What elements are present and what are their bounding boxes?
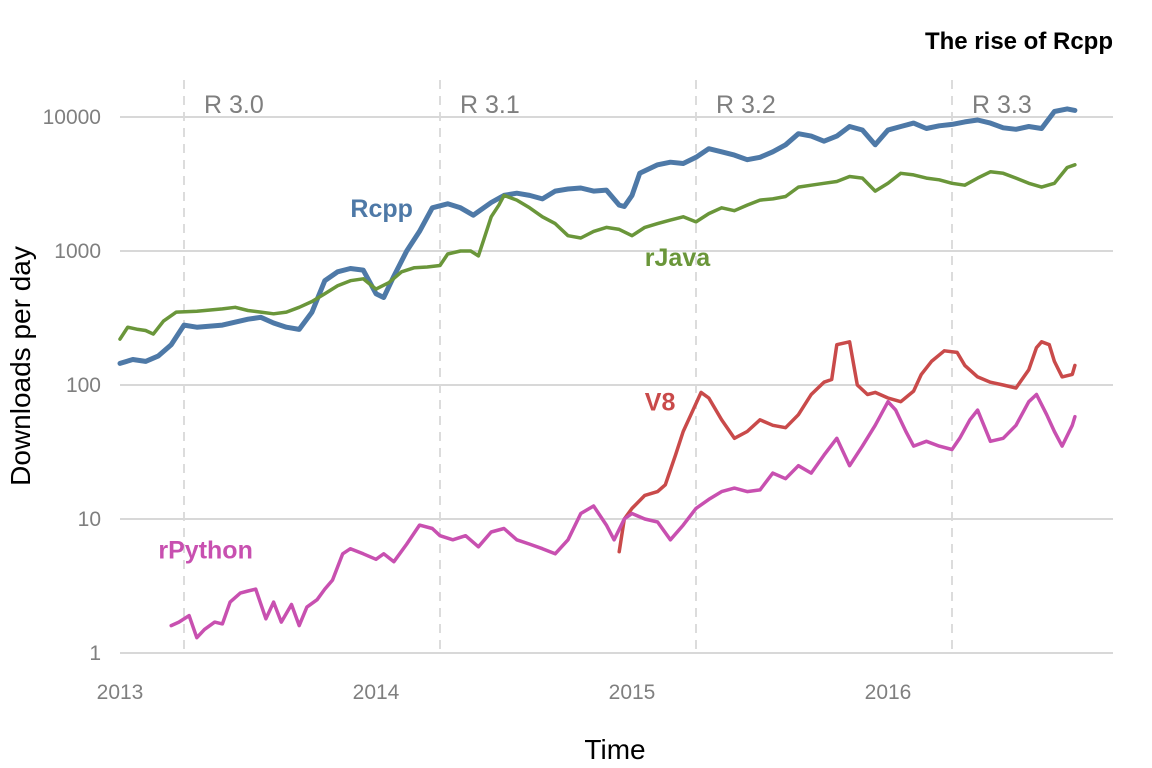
series-labels: Rcpp rJava V8 rPython (158, 195, 711, 565)
series-label-rpython: rPython (158, 537, 252, 565)
axis-ticks: 1 10 100 1000 10000 2013 2014 2015 2016 (43, 106, 912, 704)
release-label: R 3.3 (972, 91, 1032, 119)
y-tick-label: 100 (66, 374, 101, 397)
release-label: R 3.2 (716, 91, 776, 119)
series-line-rpython (169, 392, 1077, 640)
chart-title: The rise of Rcpp (925, 28, 1113, 55)
x-tick-label: 2016 (865, 681, 912, 704)
y-tick-label: 1 (89, 642, 101, 665)
release-label: R 3.0 (204, 91, 264, 119)
x-tick-label: 2013 (97, 681, 144, 704)
gridlines (120, 116, 1113, 654)
release-markers: R 3.0 R 3.1 R 3.2 R 3.3 (183, 80, 1032, 655)
series-line-rcpp (117, 106, 1078, 366)
series-line-rjava (118, 163, 1077, 341)
y-tick-label: 10 (78, 508, 101, 531)
y-tick-label: 1000 (54, 240, 101, 263)
series-line-v8 (617, 340, 1077, 554)
release-label: R 3.1 (460, 91, 520, 119)
x-axis-title: Time (584, 734, 645, 765)
y-tick-label: 10000 (43, 106, 101, 129)
series-lines (117, 106, 1078, 640)
series-label-v8: V8 (645, 389, 676, 417)
series-label-rcpp: Rcpp (350, 195, 413, 223)
x-tick-label: 2014 (353, 681, 400, 704)
series-label-rjava: rJava (645, 244, 711, 272)
y-axis-title: Downloads per day (5, 246, 36, 486)
x-tick-label: 2015 (609, 681, 656, 704)
